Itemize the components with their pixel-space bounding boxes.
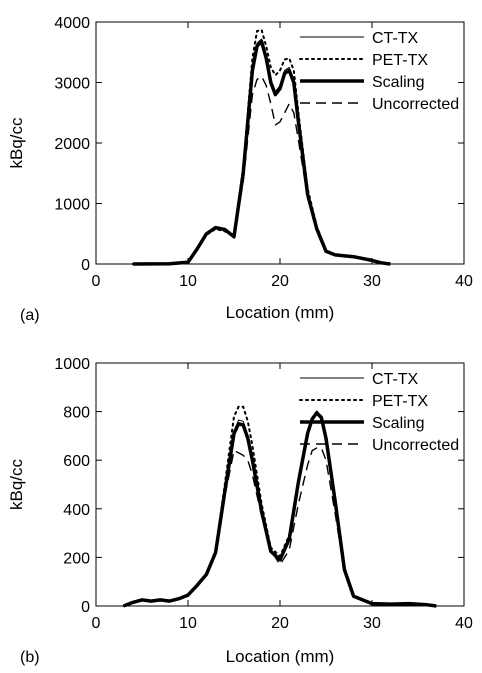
chart-a-y-tick-label: 0 [81, 257, 90, 274]
chart-b-x-tick-label: 40 [455, 615, 473, 632]
chart-a-x-tick-label: 10 [179, 273, 197, 290]
chart-a-series-ct-tx [132, 38, 391, 265]
legend-label-ct-tx: CT-TX [372, 30, 419, 47]
chart-a-y-tick-label: 2000 [54, 136, 90, 153]
chart-a: 0 10 20 30 40 0 1000 2000 3000 4000 Location (mm) k… [7, 15, 473, 324]
chart-b-series-uncorrected [123, 447, 437, 607]
chart-a-series-scaling [132, 39, 391, 266]
chart-a-y-tick-label: 4000 [54, 15, 90, 32]
legend-label-scaling: Scaling [372, 74, 424, 91]
chart-b-series-scaling [122, 411, 437, 608]
chart-b-y-axis-title: kBq/cc [7, 458, 26, 510]
chart-a-x-axis-title: Location (mm) [226, 303, 335, 322]
chart-b-x-tick-label: 0 [92, 615, 101, 632]
chart-b-x-axis-title: Location (mm) [226, 647, 335, 666]
chart-a-legend: CT-TX PET-TX Scaling Uncorrected [299, 30, 459, 113]
chart-b-y-tick-label: 600 [63, 453, 90, 470]
chart-b-legend: CT-TX PET-TX Scaling Uncorrected [299, 371, 459, 454]
legend-label-uncorrected: Uncorrected [372, 437, 459, 454]
legend-label-pet-tx: PET-TX [372, 393, 428, 410]
chart-a-x-tick-label: 40 [455, 273, 473, 290]
chart-a-y-axis-title: kBq/cc [7, 117, 26, 169]
chart-a-x-tick-label: 30 [363, 273, 381, 290]
legend-label-pet-tx: PET-TX [372, 52, 428, 69]
chart-b-y-tick-label: 800 [63, 405, 90, 422]
chart-a-x-tick-label: 20 [271, 273, 289, 290]
legend-label-scaling: Scaling [372, 415, 424, 432]
chart-b-y-tick-label: 0 [81, 599, 90, 616]
chart-a-series-uncorrected [132, 75, 391, 265]
legend-label-uncorrected: Uncorrected [372, 96, 459, 113]
chart-a-panel-label: (a) [20, 307, 40, 324]
legend-label-ct-tx: CT-TX [372, 371, 419, 388]
chart-b-x-tick-label: 30 [363, 615, 381, 632]
chart-b-y-tick-label: 400 [63, 502, 90, 519]
chart-b-y-tick-label: 200 [63, 550, 90, 567]
chart-a-series-pet-tx [131, 28, 392, 265]
chart-b-x-tick-label: 20 [271, 615, 289, 632]
chart-a-y-tick-label: 1000 [54, 197, 90, 214]
chart-a-y-tick-label: 3000 [54, 76, 90, 93]
chart-b-panel-label: (b) [20, 649, 40, 666]
chart-a-x-tick-label: 0 [92, 273, 101, 290]
chart-b-y-tick-label: 1000 [54, 356, 90, 373]
chart-b-x-tick-label: 10 [179, 615, 197, 632]
